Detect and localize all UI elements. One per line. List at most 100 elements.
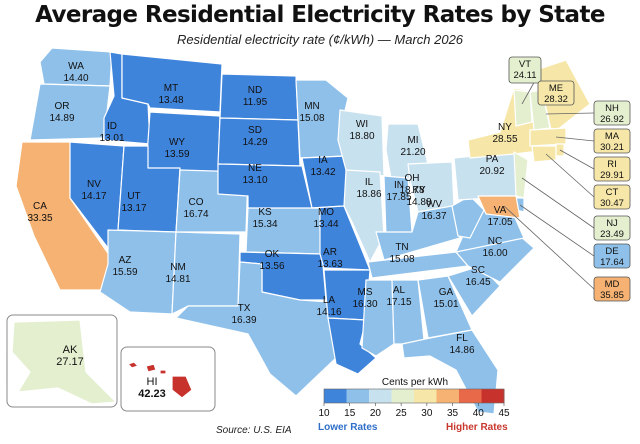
state-code-co: CO — [189, 197, 204, 208]
callout-box-ri[interactable] — [593, 156, 631, 182]
state-tx[interactable] — [175, 261, 339, 397]
state-value-sc: 16.45 — [465, 277, 490, 288]
legend-tick-label: 30 — [421, 408, 433, 419]
state-ms[interactable] — [361, 279, 395, 357]
callout-line-nh — [545, 112, 595, 115]
callout-box-nj[interactable] — [593, 215, 631, 241]
callout-box-de[interactable] — [593, 243, 631, 269]
state-code-de: DE — [605, 246, 618, 257]
state-value-az: 15.59 — [112, 267, 137, 278]
legend-tick-label: 40 — [473, 408, 485, 419]
state-code-vt: VT — [519, 59, 531, 70]
state-value-mn: 15.08 — [299, 113, 324, 124]
hawaii-inset-frame — [120, 346, 216, 412]
state-code-tn: TN — [395, 242, 408, 253]
state-code-al: AL — [393, 285, 406, 296]
state-value-mi: 21.20 — [400, 147, 425, 158]
state-code-sd: SD — [248, 125, 262, 136]
state-nm[interactable] — [171, 231, 241, 315]
state-code-mt: MT — [164, 83, 178, 94]
legend-swatch — [481, 389, 505, 403]
state-code-in: IN — [394, 180, 404, 191]
state-md[interactable] — [477, 195, 521, 219]
legend-color-bar: 10 15 20 25 30 35 40 45 — [318, 388, 510, 419]
state-code-wi: WI — [356, 119, 368, 130]
state-ma[interactable] — [529, 127, 567, 147]
legend-high-label: Higher Rates — [446, 422, 508, 433]
legend-tick-label: 10 — [318, 408, 330, 419]
state-value-ms: 16.30 — [352, 299, 377, 310]
state-code-mi: MI — [407, 135, 418, 146]
state-code-ok: OK — [265, 249, 280, 260]
state-value-in: 17.85 — [386, 192, 411, 203]
state-value-la: 14.16 — [316, 307, 341, 318]
state-code-il: IL — [365, 177, 374, 188]
state-vt[interactable] — [513, 89, 533, 127]
state-value-ar: 13.63 — [317, 259, 342, 270]
state-code-nc: NC — [488, 236, 502, 247]
state-value-hi: 42.23 — [138, 388, 166, 400]
state-mt[interactable] — [121, 53, 223, 113]
state-code-wa: WA — [68, 61, 84, 72]
state-value-ny: 28.55 — [492, 134, 517, 145]
state-code-nj: NJ — [606, 218, 618, 229]
legend-swatch — [436, 389, 460, 403]
state-value-nh: 26.92 — [600, 114, 624, 125]
callout-box-ma[interactable] — [593, 128, 631, 154]
state-code-or: OR — [55, 101, 70, 112]
state-code-ks: KS — [258, 207, 272, 218]
page-title: Average Residential Electricity Rates by… — [35, 2, 605, 28]
state-code-nv: NV — [87, 179, 101, 190]
state-ak[interactable] — [11, 319, 117, 405]
state-value-id: 13.01 — [99, 133, 124, 144]
state-value-sd: 14.29 — [242, 137, 267, 148]
state-value-co: 16.74 — [183, 209, 208, 220]
legend-tick-label: 20 — [370, 408, 382, 419]
legend-tick-label: 45 — [498, 408, 510, 419]
callout-box-nh[interactable] — [593, 100, 631, 126]
state-value-ri: 29.91 — [600, 170, 624, 181]
state-code-pa: PA — [486, 154, 499, 165]
state-value-ma: 30.21 — [600, 142, 624, 153]
state-value-vt: 24.11 — [513, 70, 536, 81]
state-code-ut: UT — [127, 191, 140, 202]
state-value-tx: 16.39 — [231, 315, 256, 326]
state-nj[interactable] — [513, 151, 529, 199]
state-value-ca: 33.35 — [27, 213, 52, 224]
legend-tick-label: 25 — [396, 408, 408, 419]
callout-box-vt[interactable] — [508, 56, 542, 84]
legend-bar-outline — [323, 388, 505, 404]
state-value-nc: 16.00 — [482, 248, 507, 259]
state-code-ct: CT — [606, 187, 619, 198]
state-code-hi: HI — [147, 376, 158, 388]
state-az[interactable] — [99, 229, 177, 315]
callout-box-me[interactable] — [537, 80, 575, 106]
callout-line-ri — [559, 149, 595, 170]
state-value-or: 14.89 — [49, 113, 74, 124]
legend-swatch — [324, 389, 347, 403]
legend-swatch — [459, 389, 482, 403]
state-value-nj: 23.49 — [600, 229, 624, 240]
state-value-me: 28.32 — [544, 94, 568, 105]
state-value-wi: 18.80 — [349, 131, 374, 142]
state-value-md: 35.85 — [600, 290, 624, 301]
state-value-nd: 11.95 — [243, 97, 268, 108]
state-value-nm: 14.81 — [165, 274, 190, 285]
state-or[interactable] — [29, 83, 111, 141]
state-code-mo: MO — [318, 207, 334, 218]
callout-box-md[interactable] — [593, 276, 631, 302]
state-code-oh: OH — [405, 173, 420, 184]
state-value-wv: 16.37 — [421, 211, 446, 222]
state-code-fl: FL — [456, 333, 468, 344]
callout-line-md — [503, 205, 595, 290]
state-code-sc: SC — [471, 265, 485, 276]
state-sc[interactable] — [447, 265, 501, 317]
callout-line-nj — [521, 177, 595, 229]
state-hi[interactable] — [127, 361, 193, 399]
state-value-nv: 14.17 — [81, 191, 106, 202]
callout-box-ct[interactable] — [593, 184, 631, 210]
state-code-ar: AR — [323, 247, 337, 258]
state-value-wa: 14.40 — [63, 73, 88, 84]
